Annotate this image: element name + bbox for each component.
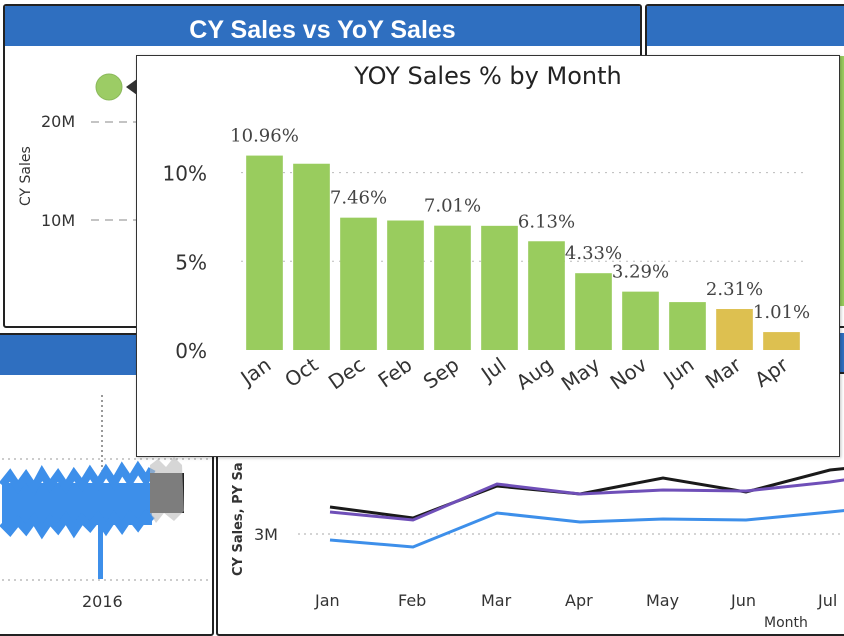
x-tick-label: Nov	[606, 352, 652, 394]
pointer-triangle	[126, 79, 137, 95]
cy-py-line-chart: CY Sales, PY Sa 3M Jan Feb Mar Apr May J…	[231, 462, 844, 631]
x-tick-label: Oct	[280, 352, 322, 392]
data-label: 7.01%	[424, 196, 481, 217]
bar-feb[interactable]	[387, 220, 424, 350]
y-tick-label: 5%	[175, 250, 207, 274]
series-spike	[98, 515, 103, 579]
y-tick-3m: 3M	[254, 525, 278, 544]
x-tick: Feb	[398, 591, 426, 610]
y-axis-label: CY Sales, PY Sa	[231, 462, 246, 576]
panel-title-bar	[647, 6, 844, 46]
data-label: 4.33%	[565, 243, 622, 264]
bar-nov[interactable]	[622, 291, 659, 350]
x-axis-label: Month	[764, 615, 808, 631]
yoy-tooltip: YOY Sales % by Month 10% 5% 0% 10.96% Jan Oct…	[136, 55, 840, 457]
x-tick-2016: 2016	[82, 592, 123, 611]
series-noise-top	[0, 460, 156, 496]
forecast-range	[150, 457, 184, 523]
bar-dec[interactable]	[340, 217, 377, 350]
x-tick-label: Apr	[750, 352, 793, 392]
data-label: 6.13%	[518, 211, 575, 232]
data-label: 10.96%	[230, 126, 299, 147]
data-label: 2.31%	[706, 279, 763, 300]
panel-title: CY Sales vs YoY Sales	[5, 6, 640, 46]
bar-jul[interactable]	[481, 225, 518, 350]
y-tick-10m: 10M	[41, 211, 75, 230]
series-noise-bottom	[0, 508, 155, 540]
series-line-purple	[329, 478, 844, 522]
bar-jun[interactable]	[669, 302, 706, 350]
y-tick-label: 0%	[175, 339, 207, 363]
x-tick-label: Jul	[475, 352, 510, 387]
x-tick: Jun	[730, 591, 756, 610]
x-tick-label: Feb	[374, 352, 417, 392]
x-tick: Apr	[565, 591, 593, 610]
x-tick-label: Aug	[512, 352, 558, 394]
cy-vs-yoy-chart: CY Sales 20M 10M	[18, 73, 137, 230]
y-axis-label: CY Sales	[18, 146, 34, 206]
bar-mar[interactable]	[716, 309, 753, 350]
x-tick: May	[646, 591, 679, 610]
daily-sales-chart: 2016	[0, 395, 212, 611]
bar-apr[interactable]	[763, 332, 800, 350]
bar-sliver	[837, 56, 844, 306]
x-tick: Jan	[314, 591, 340, 610]
yoy-bar-chart: 10% 5% 0% 10.96% Jan Oct 7.46% Dec Feb 7.01% Sep Ju…	[163, 126, 811, 396]
y-tick-20m: 20M	[41, 112, 75, 131]
tooltip-title: YOY Sales % by Month	[354, 62, 622, 90]
x-tick: Jul	[817, 591, 837, 610]
x-tick-label: May	[557, 352, 605, 395]
data-label: 7.46%	[330, 188, 387, 209]
scatter-point[interactable]	[95, 73, 123, 101]
bar-jan[interactable]	[246, 155, 283, 350]
bar-oct[interactable]	[293, 163, 330, 350]
x-tick: Mar	[481, 591, 512, 610]
x-tick-label: Jan	[235, 352, 276, 390]
bar-sep[interactable]	[434, 225, 471, 350]
y-tick-label: 10%	[163, 162, 207, 186]
x-tick-label: Sep	[419, 352, 464, 393]
x-tick-label: Dec	[324, 352, 369, 394]
series-line-blue	[329, 509, 844, 549]
bar-may[interactable]	[575, 273, 612, 350]
x-tick-label: Mar	[701, 352, 746, 394]
data-label: 1.01%	[753, 302, 810, 323]
bar-aug[interactable]	[528, 241, 565, 350]
data-label: 3.29%	[612, 262, 669, 283]
x-tick-label: Jun	[657, 352, 698, 391]
